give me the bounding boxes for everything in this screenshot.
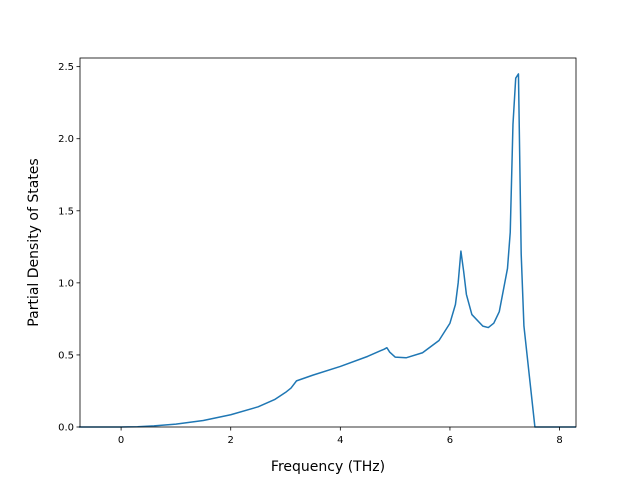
x-tick-label: 6 [447,435,453,446]
y-tick-label: 1.0 [58,278,74,289]
x-axis: 0 2 4 6 8 [118,427,563,446]
y-tick-label: 1.5 [58,206,74,217]
series-line-0 [78,73,576,428]
x-tick-label: 0 [118,435,124,446]
x-axis-title: Frequency (THz) [271,459,385,475]
y-axis: 0.0 0.5 1.0 1.5 2.0 2.5 [58,62,80,434]
x-tick-label: 2 [228,435,234,446]
x-tick-label: 4 [337,435,343,446]
y-tick-label: 2.5 [58,62,74,73]
plot-area [80,58,576,427]
y-tick-label: 0.5 [58,350,74,361]
series-layer [78,73,576,428]
plot-frame [79,57,577,428]
y-axis-title: Partial Density of States [26,158,42,326]
y-tick-label: 2.0 [58,134,74,145]
x-tick-label: 8 [556,435,562,446]
y-tick-label: 0.0 [58,423,74,434]
